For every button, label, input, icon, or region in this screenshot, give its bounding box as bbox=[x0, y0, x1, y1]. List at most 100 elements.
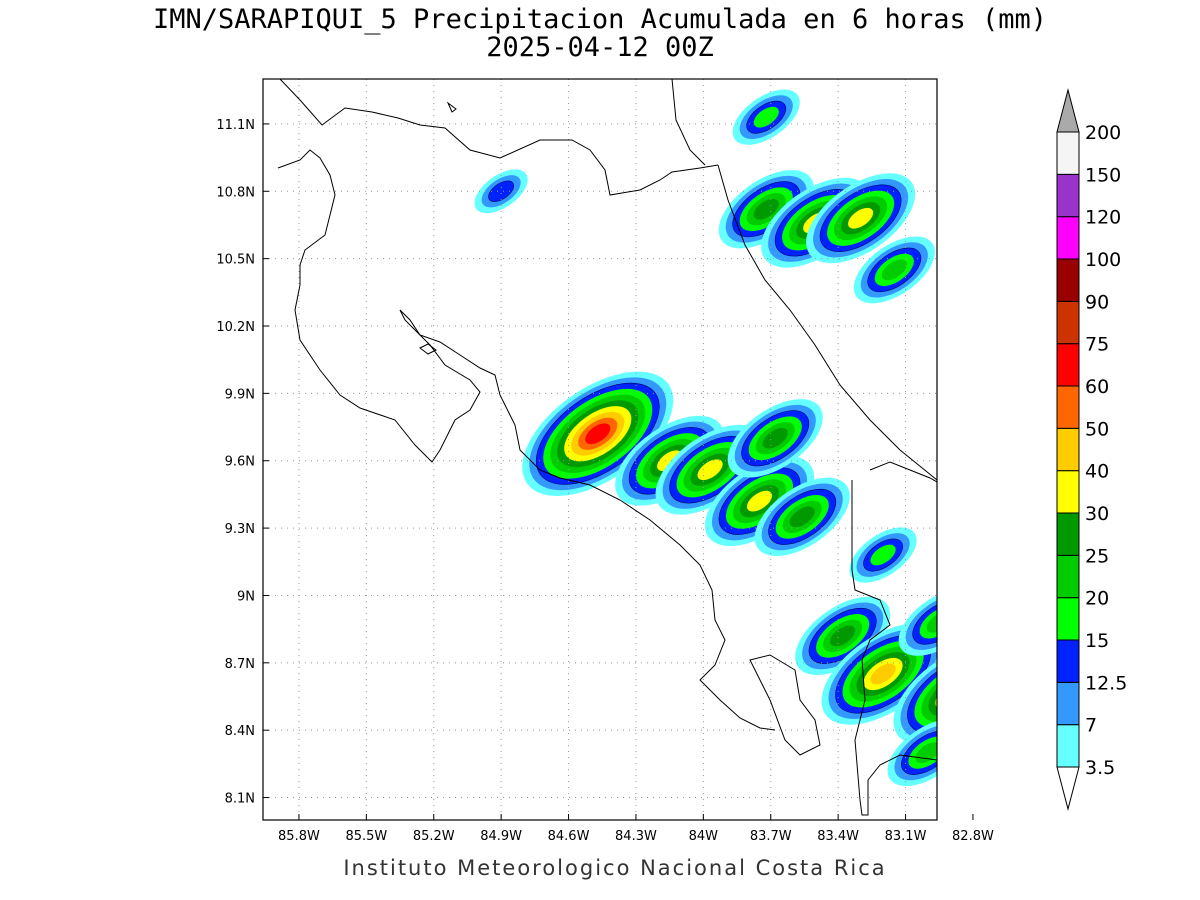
precip-contour bbox=[963, 175, 1049, 252]
lat-lon-grid bbox=[263, 79, 937, 820]
colorbar-label: 120 bbox=[1085, 207, 1121, 229]
precip-contour bbox=[970, 258, 1020, 303]
precip-contour bbox=[934, 501, 1020, 578]
colorbar-swatch bbox=[1056, 427, 1080, 472]
lon-tick-label: 84.6W bbox=[548, 829, 590, 844]
lat-tick-label: 9.9N bbox=[225, 387, 255, 402]
precip-cell bbox=[934, 501, 1020, 578]
precip-cell bbox=[975, 112, 1061, 189]
lat-tick-label: 8.1N bbox=[225, 792, 255, 807]
colorbar-swatch bbox=[1056, 216, 1080, 260]
precip-cell bbox=[718, 170, 814, 249]
lat-tick-label: 10.2N bbox=[216, 320, 255, 335]
precip-contour bbox=[952, 242, 1038, 319]
colorbar-swatch bbox=[1056, 343, 1080, 387]
lon-tick-label: 84W bbox=[689, 829, 719, 844]
precip-contour bbox=[939, 680, 971, 709]
precip-cell bbox=[474, 169, 528, 214]
lon-tick-label: 83.4W bbox=[817, 829, 859, 844]
precip-contour bbox=[870, 663, 896, 685]
lake-nicaragua-shore bbox=[671, 79, 706, 166]
colorbar-swatch bbox=[1056, 173, 1080, 218]
precip-cell bbox=[853, 236, 935, 304]
map-title-line1: IMN/SARAPIQUI_5 Precipitacion Acumulada … bbox=[152, 4, 1048, 35]
lat-tick-label: 9.6N bbox=[225, 455, 255, 470]
lon-tick-label: 82.8W bbox=[952, 829, 994, 844]
lat-tick-label: 8.4N bbox=[225, 724, 255, 739]
precip-cell bbox=[946, 664, 1068, 774]
colorbar-label: 100 bbox=[1085, 249, 1121, 271]
lon-tick-label: 84.9W bbox=[480, 829, 522, 844]
precip-contour bbox=[753, 106, 779, 128]
colorbar-label: 75 bbox=[1085, 334, 1109, 356]
colorbar-label: 60 bbox=[1085, 376, 1109, 398]
lat-tick-label: 9.3N bbox=[225, 522, 255, 537]
precip-contour bbox=[789, 506, 815, 528]
precip-contour bbox=[984, 120, 1052, 181]
precip-cell bbox=[795, 596, 891, 676]
colorbar-upper-arrow bbox=[1056, 88, 1080, 133]
colorbar-swatch bbox=[1056, 300, 1080, 345]
colorbar-swatch bbox=[1056, 512, 1080, 556]
colorbar-swatch bbox=[1056, 724, 1080, 768]
precip-contour bbox=[961, 525, 993, 554]
pacific-coast-nicoya bbox=[294, 284, 481, 463]
precip-contour bbox=[946, 664, 1068, 774]
colorbar-swatch bbox=[1056, 131, 1080, 175]
precip-contour bbox=[993, 128, 1043, 173]
colorbar-label: 7 bbox=[1085, 715, 1097, 737]
precip-cell bbox=[522, 371, 674, 496]
map-title-line2: 2025-04-12 00Z bbox=[486, 32, 714, 63]
lat-tick-label: 11.1N bbox=[216, 118, 255, 133]
precip-contour bbox=[975, 112, 1061, 189]
colorbar-label: 30 bbox=[1085, 503, 1109, 525]
precip-cell bbox=[727, 399, 823, 478]
latitude-axis: 11.1N 10.8N 10.5N 10.2N 9.9N 9.6N 9.3N 9N 8.7N 8.… bbox=[216, 118, 269, 807]
precip-cell bbox=[963, 175, 1049, 252]
panama-border bbox=[851, 480, 937, 816]
precip-contour bbox=[990, 704, 1022, 733]
precip-contour bbox=[936, 505, 937, 573]
colorbar-swatch bbox=[1056, 385, 1080, 429]
lat-tick-label: 10.5N bbox=[216, 253, 255, 268]
osa-peninsula bbox=[749, 654, 821, 756]
colorbar-swatch bbox=[1056, 681, 1080, 726]
colorbar-label: 90 bbox=[1085, 291, 1109, 313]
precip-contour bbox=[981, 191, 1031, 236]
precip-cell bbox=[887, 719, 937, 787]
colorbar-swatch bbox=[1056, 597, 1080, 641]
colorbar-legend: 3.5 7 12.5 15 20 25 30 40 50 60 75 90 100 120 150 200 bbox=[1056, 88, 1127, 811]
precip-cell bbox=[898, 588, 937, 656]
island-chira bbox=[419, 343, 437, 355]
lat-tick-label: 8.7N bbox=[225, 657, 255, 672]
precip-contour bbox=[961, 250, 1029, 311]
precip-cell bbox=[732, 89, 800, 145]
footer-credit: Instituto Meteorologico Nacional Costa R… bbox=[343, 856, 887, 880]
precip-contour bbox=[488, 180, 515, 202]
precip-contour bbox=[870, 544, 896, 566]
colorbar-swatch bbox=[1056, 639, 1080, 683]
precipitation-field bbox=[474, 89, 1068, 787]
precip-contour bbox=[954, 672, 1058, 766]
precip-cell bbox=[893, 643, 971, 745]
caribbean-coast bbox=[717, 164, 937, 481]
colorbar-label: 150 bbox=[1085, 164, 1121, 186]
lon-tick-label: 83.1W bbox=[885, 829, 927, 844]
colorbar-label: 25 bbox=[1085, 545, 1109, 567]
precip-contour bbox=[848, 207, 874, 229]
colorbar-label: 15 bbox=[1085, 630, 1109, 652]
nicaragua-border bbox=[279, 79, 719, 196]
precip-cell bbox=[952, 242, 1038, 319]
colorbar-label: 20 bbox=[1085, 588, 1109, 610]
precip-cell bbox=[806, 173, 916, 264]
precip-contour bbox=[981, 696, 1031, 741]
colorbar-label: 12.5 bbox=[1085, 672, 1127, 694]
precip-contour bbox=[753, 198, 779, 220]
colorbar-lower-arrow bbox=[1056, 766, 1080, 811]
colorbar-label: 50 bbox=[1085, 418, 1109, 440]
precip-contour bbox=[952, 517, 1002, 562]
precip-contour bbox=[697, 459, 723, 481]
precip-contour bbox=[830, 625, 856, 647]
panama-north-coast bbox=[869, 461, 937, 483]
